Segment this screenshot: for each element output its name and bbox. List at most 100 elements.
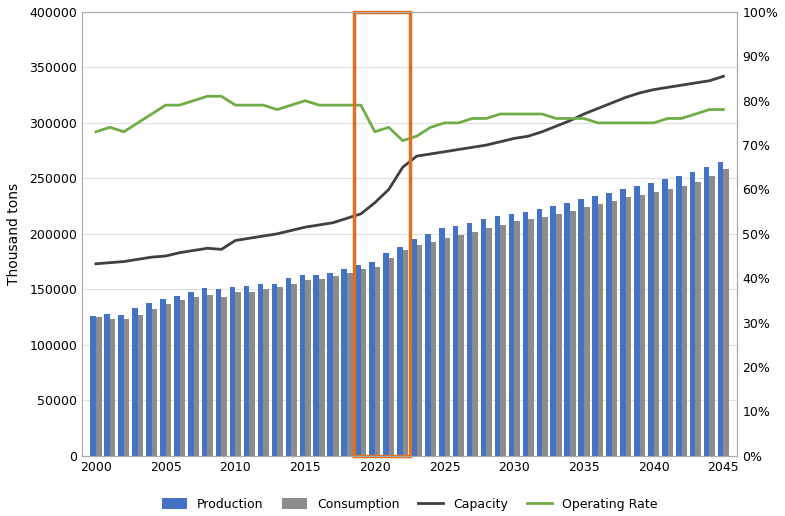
Operating Rate: [718, 106, 728, 112]
Operating Rate: [384, 124, 393, 131]
Bar: [717, 162, 723, 456]
Capacity: [203, 245, 212, 251]
Bar: [676, 176, 681, 456]
Capacity: [301, 224, 310, 230]
Bar: [593, 196, 598, 456]
Bar: [110, 319, 115, 456]
Capacity: [551, 123, 560, 130]
Operating Rate: [314, 102, 323, 108]
Bar: [244, 286, 250, 456]
Capacity: [691, 80, 700, 86]
Capacity: [217, 246, 226, 252]
Bar: [634, 186, 640, 456]
Operating Rate: [258, 102, 268, 108]
Capacity: [635, 90, 644, 96]
Operating Rate: [691, 111, 700, 117]
Capacity: [356, 211, 366, 217]
Operating Rate: [509, 111, 519, 117]
Capacity: [175, 250, 184, 256]
Bar: [327, 272, 333, 456]
Bar: [374, 267, 381, 456]
Bar: [272, 284, 277, 456]
Operating Rate: [342, 102, 352, 108]
Capacity: [607, 100, 616, 106]
Capacity: [718, 73, 728, 79]
Bar: [620, 189, 626, 456]
Capacity: [454, 147, 463, 153]
Bar: [487, 228, 492, 456]
Bar: [236, 292, 241, 456]
Bar: [354, 12, 410, 456]
Bar: [542, 217, 548, 456]
Operating Rate: [161, 102, 170, 108]
Bar: [570, 211, 575, 456]
Bar: [667, 189, 674, 456]
Capacity: [231, 237, 240, 244]
Bar: [119, 315, 124, 456]
Operating Rate: [231, 102, 240, 108]
Bar: [640, 195, 645, 456]
Operating Rate: [593, 120, 603, 126]
Bar: [263, 289, 268, 456]
Capacity: [328, 220, 338, 226]
Bar: [509, 214, 514, 456]
Bar: [341, 269, 347, 456]
Bar: [444, 238, 450, 456]
Capacity: [649, 87, 659, 93]
Capacity: [314, 222, 323, 228]
Bar: [425, 234, 431, 456]
Bar: [313, 275, 319, 456]
Capacity: [677, 82, 686, 88]
Capacity: [705, 77, 714, 84]
Bar: [397, 247, 403, 456]
Bar: [277, 287, 283, 456]
Bar: [250, 292, 255, 456]
Bar: [528, 219, 534, 456]
Capacity: [468, 144, 477, 150]
Bar: [662, 180, 667, 456]
Operating Rate: [524, 111, 533, 117]
Operating Rate: [287, 102, 296, 108]
Bar: [704, 167, 710, 456]
Bar: [202, 288, 207, 456]
Bar: [495, 216, 500, 456]
Bar: [221, 297, 227, 456]
Bar: [500, 225, 506, 456]
Bar: [216, 289, 221, 456]
Operating Rate: [356, 102, 366, 108]
Operating Rate: [565, 116, 575, 122]
Operating Rate: [551, 116, 560, 122]
Legend: Production, Consumption, Capacity, Operating Rate: Production, Consumption, Capacity, Opera…: [157, 493, 663, 516]
Bar: [550, 206, 556, 456]
Operating Rate: [147, 111, 156, 117]
Bar: [96, 317, 101, 456]
Operating Rate: [189, 98, 199, 104]
Bar: [347, 272, 352, 456]
Line: Operating Rate: Operating Rate: [96, 96, 723, 141]
Bar: [579, 200, 584, 456]
Capacity: [398, 164, 407, 170]
Bar: [626, 197, 631, 456]
Capacity: [189, 247, 199, 253]
Capacity: [105, 260, 115, 266]
Operating Rate: [245, 102, 254, 108]
Operating Rate: [370, 128, 379, 135]
Capacity: [440, 149, 449, 155]
Capacity: [287, 228, 296, 234]
Bar: [606, 193, 612, 456]
Bar: [383, 253, 389, 456]
Operating Rate: [398, 138, 407, 144]
Bar: [480, 219, 487, 456]
Operating Rate: [495, 111, 505, 117]
Bar: [403, 250, 408, 456]
Operating Rate: [328, 102, 338, 108]
Operating Rate: [217, 93, 226, 100]
Operating Rate: [482, 116, 491, 122]
Capacity: [482, 142, 491, 148]
Capacity: [147, 254, 156, 260]
Bar: [681, 186, 687, 456]
Capacity: [509, 135, 519, 141]
Bar: [291, 284, 297, 456]
Bar: [333, 276, 338, 456]
Bar: [286, 278, 291, 456]
